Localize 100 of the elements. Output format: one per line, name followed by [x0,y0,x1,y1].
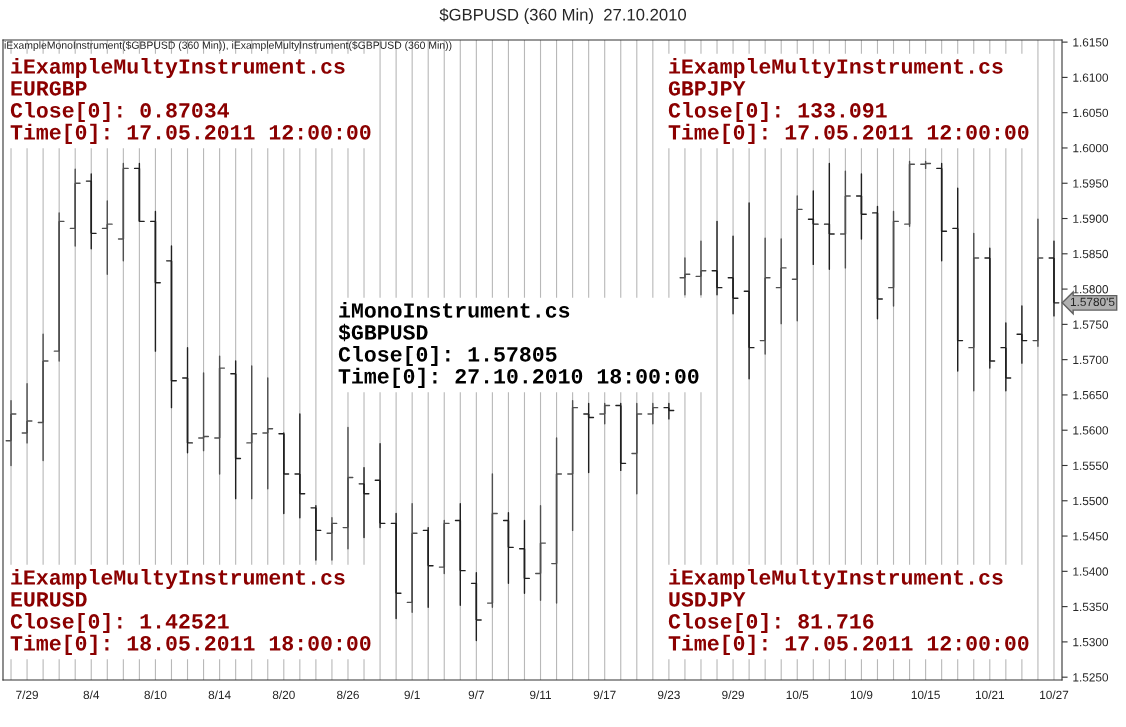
y-tick-label: 1.6050 [1073,108,1109,118]
candlestick [1000,322,1012,392]
candlestick [695,240,707,296]
x-tick-label: 9/23 [657,690,680,700]
x-tick-label: 9/17 [593,690,616,700]
candlestick [839,170,851,269]
candlestick [518,519,530,594]
y-tick-label: 1.5450 [1073,532,1109,541]
y-tick-label: 1.6100 [1073,73,1109,82]
annotation: iExampleMultyInstrument.cs GBPJPY Close[0]: 133.091 Time[0]: 17.05.2011 12:00:00 [668,58,1029,144]
candlestick [551,437,563,604]
candlestick [326,517,338,561]
annotation: iMonoInstrument.cs $GBPUSD Close[0]: 1.57805 Time[0]: 27.10.2010 18:00:00 [338,302,699,388]
x-tick-label: 9/29 [722,690,744,700]
candlestick [743,202,755,380]
y-tick-label: 1.5650 [1073,390,1109,400]
y-tick-label: 1.5700 [1073,355,1109,365]
candlestick [1016,305,1028,364]
candlestick [823,162,835,271]
candlestick [535,505,547,601]
candlestick [567,399,579,532]
candlestick [149,210,161,352]
candlestick [246,365,258,500]
x-tick-label: 9/7 [468,690,484,700]
candlestick [374,442,386,529]
candlestick [1032,218,1044,347]
candlestick [390,512,402,620]
y-tick-label: 1.5400 [1073,567,1109,576]
x-tick-label: 8/10 [144,690,167,700]
candlestick [679,257,691,296]
annotation: iExampleMultyInstrument.cs USDJPY Close[0]: 81.716 Time[0]: 17.05.2011 12:00:00 [668,569,1029,655]
x-tick-label: 8/26 [337,690,359,700]
x-tick-label: 10/9 [850,690,873,700]
candlestick [711,220,723,296]
x-tick-label: 8/20 [272,690,295,700]
y-tick-label: 1.5900 [1073,214,1109,223]
candlestick [470,572,482,642]
candlestick [968,232,980,392]
annotation: iExampleMultyInstrument.cs EURGBP Close[0]: 0.87034 Time[0]: 17.05.2011 12:00:00 [10,58,371,144]
x-tick-label: 10/5 [786,690,809,700]
candlestick [69,168,81,247]
candlestick [5,399,17,467]
y-tick-label: 1.5800 [1073,285,1109,294]
candlestick [775,238,787,325]
y-tick-label: 1.5300 [1073,637,1109,647]
candlestick [583,402,595,474]
x-tick-label: 7/29 [16,690,38,700]
candlestick [262,377,274,490]
candlestick [855,173,867,240]
candlestick [454,502,466,606]
candlestick [936,162,948,262]
chart-subtitle: iExampleMonoInstrument($GBPUSD (360 Min)), iExampleMultyInstrument($GBPUSD (360 Min)) [4,41,452,51]
candlestick [53,212,65,362]
candlestick [807,190,819,266]
candlestick [37,333,49,462]
candlestick [615,402,627,472]
candlestick [294,413,306,519]
x-tick-label: 9/1 [404,690,420,700]
y-tick-label: 1.5850 [1073,249,1109,259]
candlestick [438,519,450,575]
y-tick-label: 1.5250 [1073,673,1109,682]
candlestick [278,432,290,515]
x-tick-label: 8/4 [83,690,100,700]
y-tick-label: 1.5350 [1073,602,1109,612]
candlestick [85,173,97,250]
candlestick [230,360,242,500]
x-tick-label: 10/27 [1040,690,1069,700]
y-tick-label: 1.6000 [1073,143,1109,153]
candlestick [182,346,194,454]
candlestick [198,372,210,452]
candlestick [502,512,514,585]
candlestick [952,187,964,372]
candlestick [888,210,900,307]
chart-title: $GBPUSD (360 Min) 27.10.2010 [439,8,687,24]
candlestick [422,526,434,609]
candlestick [101,200,113,275]
candlestick [117,162,129,262]
candlestick [165,245,177,409]
candlestick [920,160,932,170]
y-tick-label: 1.5750 [1073,320,1109,329]
candlestick [871,205,883,320]
y-tick-label: 1.5550 [1073,461,1109,470]
candlestick [1048,240,1060,317]
candlestick [214,355,226,475]
candlestick [727,235,739,315]
candlestick [358,466,370,539]
candlestick [663,402,675,420]
x-tick-label: 10/21 [975,690,1004,700]
x-tick-label: 10/15 [911,690,940,700]
candlestick [759,237,771,355]
candlestick [599,402,611,425]
candlestick [342,426,354,550]
candlestick [21,382,33,444]
y-tick-label: 1.5500 [1073,496,1109,506]
annotation: iExampleMultyInstrument.cs EURUSD Close[0]: 1.42521 Time[0]: 18.05.2011 18:00:00 [10,569,371,655]
candlestick [984,247,996,369]
candlestick [486,473,498,609]
y-tick-label: 1.5950 [1073,179,1109,188]
candlestick [310,505,322,561]
annotation: 1.5780'5 [1070,297,1115,307]
